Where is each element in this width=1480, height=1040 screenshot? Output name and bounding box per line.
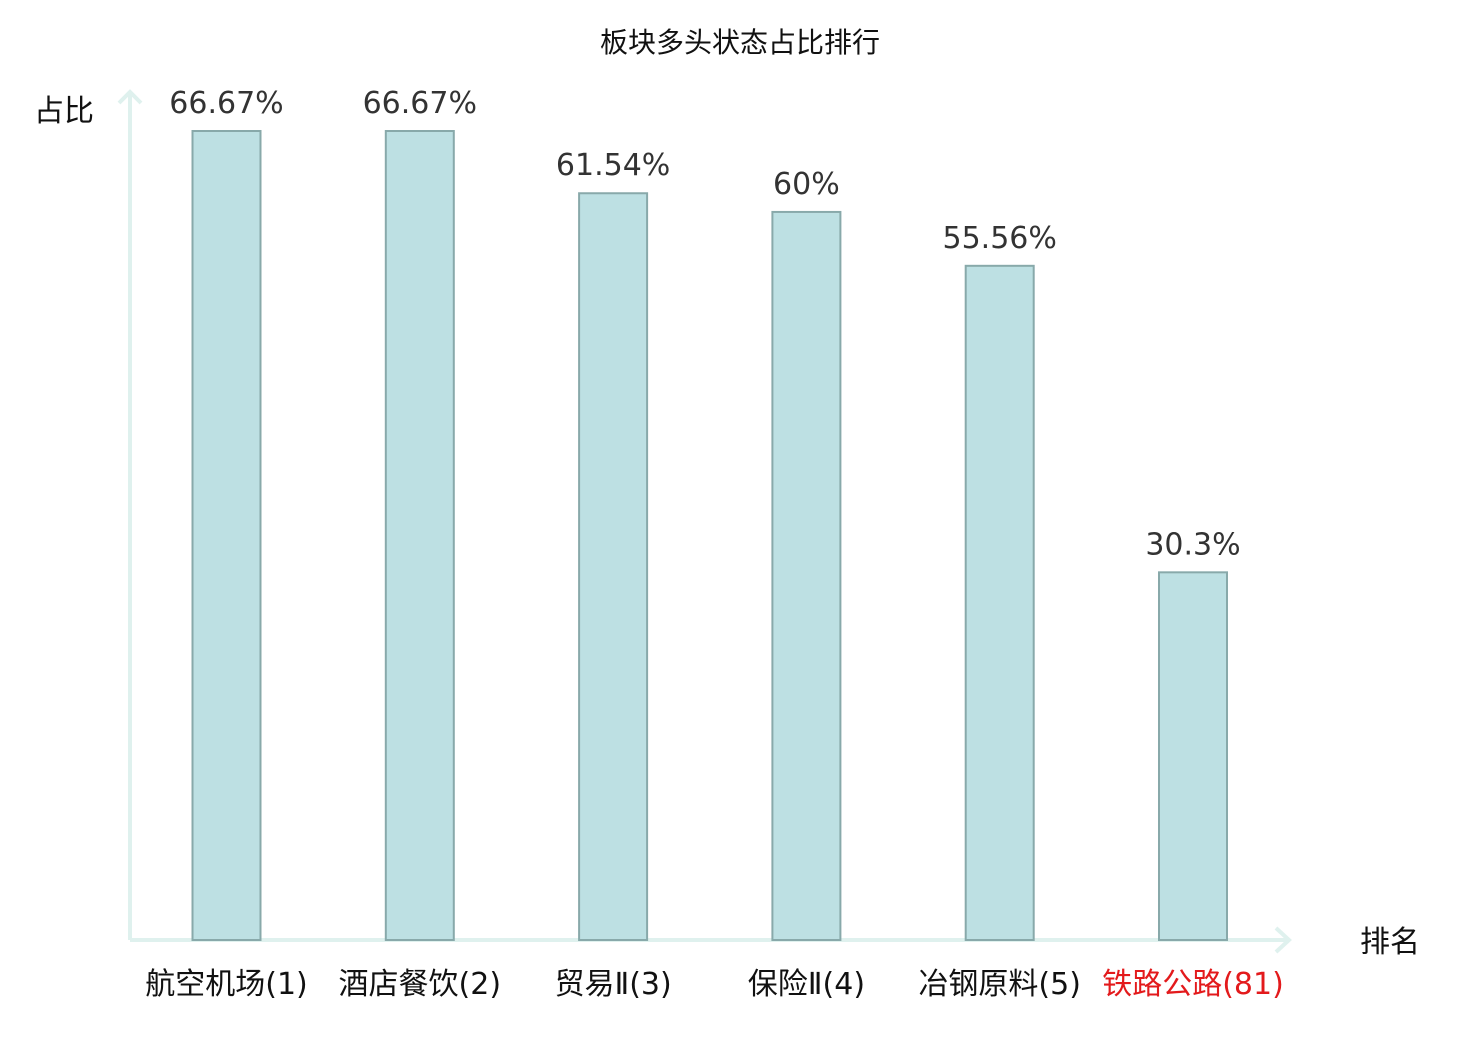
category-label: 铁路公路(81) [1102,967,1284,1002]
bar [964,264,1035,941]
category-label: 保险Ⅱ(4) [748,967,865,1002]
bar-value-label: 30.3% [1145,527,1240,562]
y-axis-title: 占比 [34,94,94,129]
value-labels-layer: 66.67% 66.67% 61.54% 60% 55.56% 30.3% [169,86,1240,562]
bar-value-label: 66.67% [169,86,283,121]
y-axis [117,89,143,940]
category-labels-layer: 航空机场(1) 酒店餐饮(2) 贸易Ⅱ(3) 保险Ⅱ(4) 冶钢原料(5) 铁路公路(81… [145,967,1284,1002]
bar [1158,571,1228,941]
x-axis-title: 排名 [1360,925,1420,960]
bar-value-label: 55.56% [943,221,1057,256]
x-axis-arrowhead-icon [1274,926,1292,954]
category-label: 酒店餐饮(2) [339,967,502,1002]
bar-value-label: 61.54% [556,148,670,183]
category-label: 航空机场(1) [145,967,308,1002]
bar [384,130,455,941]
bar-value-label: 66.67% [363,86,477,121]
bars-layer [191,130,1228,941]
chart-title: 板块多头状态占比排行 [600,26,880,59]
x-axis [130,926,1292,954]
bar [771,210,842,941]
category-label: 贸易Ⅱ(3) [554,967,671,1002]
bar [191,130,262,941]
category-label: 冶钢原料(5) [918,967,1081,1002]
bar-value-label: 60% [773,167,840,202]
bar [578,192,649,941]
y-axis-arrowhead-icon [117,89,143,105]
